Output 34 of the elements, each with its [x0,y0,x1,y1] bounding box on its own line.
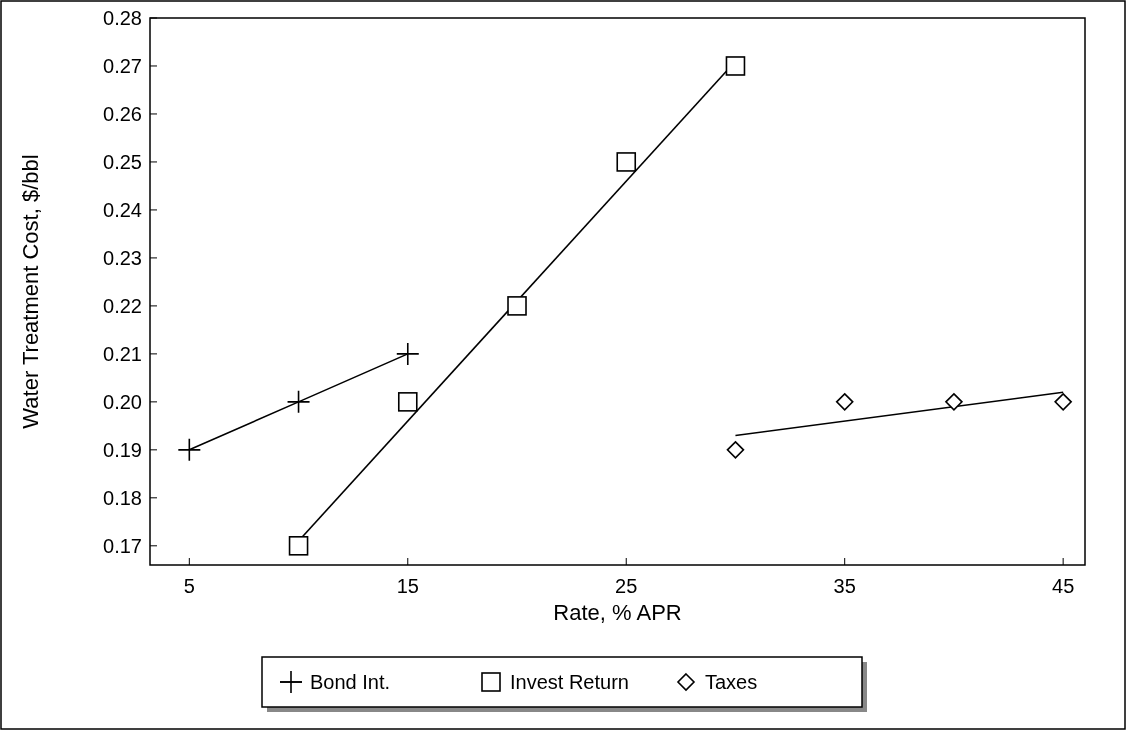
point [397,392,418,412]
y-tick-label: 0.23 [103,246,142,269]
x-tick-label: 15 [396,575,419,597]
point [616,152,637,172]
y-tick-label: 0.28 [103,7,142,29]
point [1054,393,1072,411]
y-tick-label: 0.25 [103,150,142,173]
legend-label: Taxes [705,671,758,693]
point [178,438,201,461]
x-axis-title: Rate, % APR [553,600,682,625]
y-tick-label: 0.17 [103,534,142,557]
x-tick-label: 25 [615,575,638,597]
legend-label: Bond Int. [310,671,391,693]
legend-label: Invest Return [510,671,629,693]
y-tick-label: 0.27 [103,54,142,77]
point [835,393,854,411]
y-tick-label: 0.24 [103,198,142,221]
y-tick-label: 0.18 [103,486,142,509]
point [945,393,963,411]
y-tick-label: 0.19 [103,438,142,461]
point [396,342,419,365]
point [507,296,527,316]
x-tick-label: 45 [1052,575,1075,597]
point [287,390,310,413]
y-tick-label: 0.22 [103,294,142,317]
y-tick-label: 0.26 [103,102,142,125]
y-tick-label: 0.20 [103,390,142,413]
y-tick-label: 0.21 [103,342,142,365]
point [288,536,309,556]
point [725,56,746,76]
point [726,441,745,459]
x-tick-label: 5 [183,575,195,597]
x-tick-label: 35 [833,575,856,597]
y-axis-title: Water Treatment Cost, $/bbl [18,154,43,429]
